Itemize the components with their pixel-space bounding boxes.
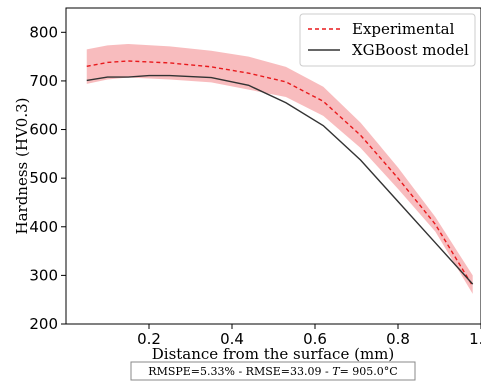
plot-layer	[86, 43, 474, 294]
x-axis-label: Distance from the surface (mm)	[152, 345, 395, 363]
legend-xgboost-label: XGBoost model	[352, 41, 469, 59]
experimental-range-band	[86, 43, 473, 294]
y-tick-label: 800	[29, 23, 58, 41]
legend-experimental-label: Experimental	[352, 20, 455, 38]
legend: Experimental XGBoost model	[299, 13, 476, 67]
x-tick-label: 0.6	[303, 330, 327, 348]
metrics-values: RMSPE=5.33% - RMSE=33.09 -	[148, 365, 332, 378]
y-axis-label: Hardness (HV0.3)	[13, 98, 31, 235]
y-tick-label: 300	[29, 266, 58, 284]
y-tick-label: 200	[29, 315, 58, 333]
y-tick-label: 700	[29, 72, 58, 90]
x-tick-label: 0.4	[220, 330, 244, 348]
metrics-t-value: = 905.0°C	[340, 365, 398, 378]
legend-box	[299, 13, 476, 67]
x-tick-label: 0.8	[386, 330, 410, 348]
y-tick-label: 500	[29, 169, 58, 187]
metrics-text: RMSPE=5.33% - RMSE=33.09 - T= 905.0°C	[148, 365, 397, 378]
metrics-annotation: RMSPE=5.33% - RMSE=33.09 - T= 905.0°C	[130, 361, 416, 381]
metrics-t-symbol: T	[332, 365, 341, 378]
xgboost-model-line	[86, 74, 474, 285]
y-axis: 200 300 400 500 600 700 800	[29, 23, 66, 333]
experimental-line	[86, 60, 474, 287]
x-axis: 0.2 0.4 0.6 0.8 1.0	[137, 324, 481, 348]
x-tick-label: 0.2	[137, 330, 161, 348]
x-tick-label: 1.0	[469, 330, 481, 348]
y-tick-label: 600	[29, 121, 58, 139]
metrics-box	[130, 361, 416, 381]
plot-frame	[65, 7, 481, 325]
y-tick-label: 400	[29, 218, 58, 236]
